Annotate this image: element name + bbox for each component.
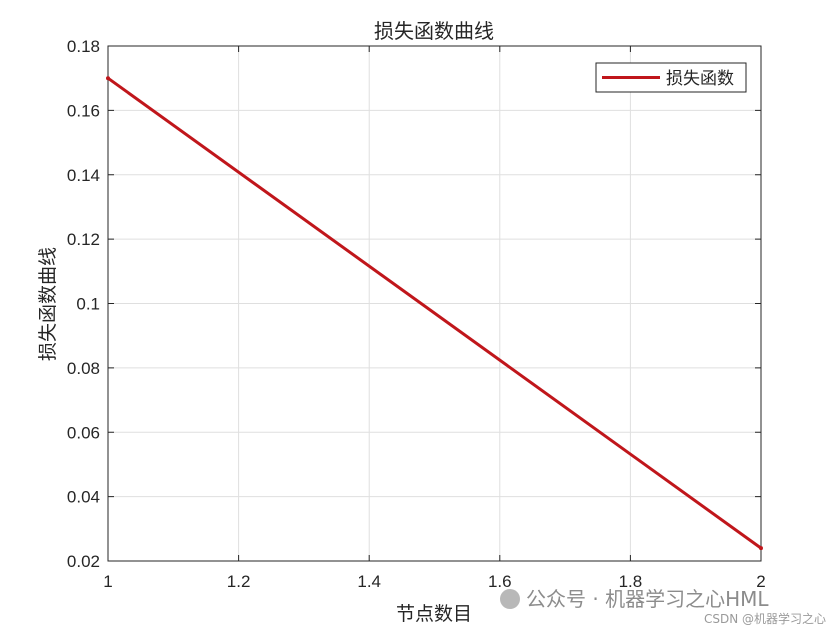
x-axis-label: 节点数目 (396, 603, 472, 625)
y-axis-label: 损失函数曲线 (37, 247, 59, 361)
y-axis: 0.02 0.04 0.06 0.08 0.1 0.12 0.14 0.16 0.18 (67, 37, 761, 571)
grid (107, 45, 762, 562)
series-layer (106, 76, 763, 551)
y-tick-label: 0.14 (67, 166, 100, 185)
y-tick-label: 0.08 (67, 359, 100, 378)
y-tick-label: 0.1 (76, 295, 100, 314)
data-point (106, 76, 110, 81)
x-tick-label: 1.8 (619, 572, 643, 591)
legend-label: 损失函数 (666, 69, 734, 89)
x-axis: 1 1.2 1.4 1.6 1.8 2 (103, 46, 766, 591)
legend: 损失函数 (595, 62, 747, 93)
chart-title: 损失函数曲线 (374, 19, 494, 43)
watermark: 公众号 · 机器学习之心HML (500, 583, 769, 612)
credit-text: CSDN @机器学习之心 (703, 612, 826, 626)
x-tick-label: 1.4 (357, 572, 381, 591)
wechat-logo-icon (500, 589, 520, 609)
y-tick-label: 0.16 (67, 101, 100, 120)
x-tick-label: 1 (103, 572, 112, 591)
series-line (107, 76, 762, 550)
y-tick-label: 0.04 (67, 488, 100, 507)
watermark-text: 公众号 · 机器学习之心HML (526, 587, 769, 611)
y-tick-label: 0.18 (67, 37, 100, 56)
data-point (759, 546, 763, 551)
y-tick-label: 0.12 (67, 230, 100, 249)
x-tick-label: 1.2 (227, 572, 251, 591)
y-tick-label: 0.02 (67, 552, 100, 571)
x-tick-label: 2 (756, 572, 765, 591)
x-tick-label: 1.6 (488, 572, 512, 591)
y-tick-label: 0.06 (67, 423, 100, 442)
